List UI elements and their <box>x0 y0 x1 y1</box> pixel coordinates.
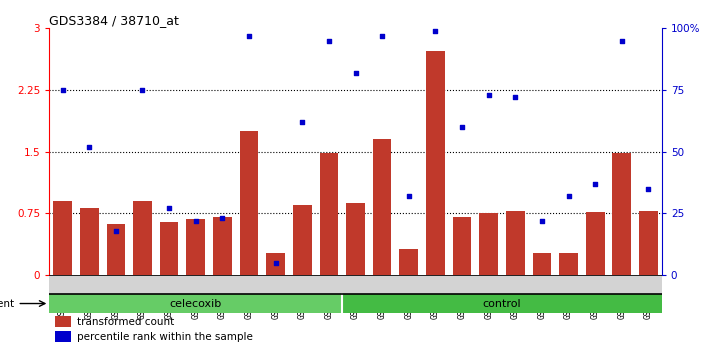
Point <box>84 144 95 150</box>
Point <box>456 124 467 130</box>
Bar <box>80 207 99 275</box>
Bar <box>293 205 312 275</box>
Bar <box>213 217 232 275</box>
Bar <box>49 294 342 313</box>
Bar <box>133 201 152 275</box>
Point <box>536 218 548 224</box>
Text: transformed count: transformed count <box>77 316 174 326</box>
Point <box>429 28 441 34</box>
Bar <box>373 139 391 275</box>
Text: percentile rank within the sample: percentile rank within the sample <box>77 332 253 342</box>
Text: control: control <box>483 298 521 309</box>
Bar <box>187 219 205 275</box>
Bar <box>346 203 365 275</box>
Bar <box>639 211 658 275</box>
Bar <box>342 294 662 313</box>
Text: agent: agent <box>0 298 15 309</box>
Bar <box>506 211 524 275</box>
Text: GDS3384 / 38710_at: GDS3384 / 38710_at <box>49 14 179 27</box>
Bar <box>612 153 631 275</box>
Bar <box>54 201 72 275</box>
Point <box>244 33 255 39</box>
Bar <box>56 316 70 327</box>
Bar <box>453 217 472 275</box>
Point <box>57 87 68 93</box>
Bar <box>479 213 498 275</box>
Bar <box>49 275 662 294</box>
Bar <box>239 131 258 275</box>
Point <box>377 33 388 39</box>
Point <box>350 70 361 75</box>
Point <box>163 206 175 211</box>
Point <box>111 228 122 234</box>
Point <box>323 38 334 44</box>
Bar <box>559 253 578 275</box>
Point <box>137 87 148 93</box>
Point <box>616 38 627 44</box>
Bar <box>56 331 70 342</box>
Bar <box>399 249 418 275</box>
Bar <box>320 153 338 275</box>
Point <box>403 193 415 199</box>
Bar <box>586 212 605 275</box>
Point <box>510 95 521 100</box>
Point <box>270 260 282 266</box>
Point <box>563 193 574 199</box>
Point <box>643 186 654 192</box>
Bar <box>533 253 551 275</box>
Point <box>589 181 601 187</box>
Bar <box>160 222 178 275</box>
Bar <box>426 51 445 275</box>
Text: celecoxib: celecoxib <box>170 298 222 309</box>
Point <box>296 119 308 125</box>
Bar <box>106 224 125 275</box>
Bar <box>266 253 285 275</box>
Point <box>483 92 494 98</box>
Point <box>190 218 201 224</box>
Point <box>217 216 228 221</box>
